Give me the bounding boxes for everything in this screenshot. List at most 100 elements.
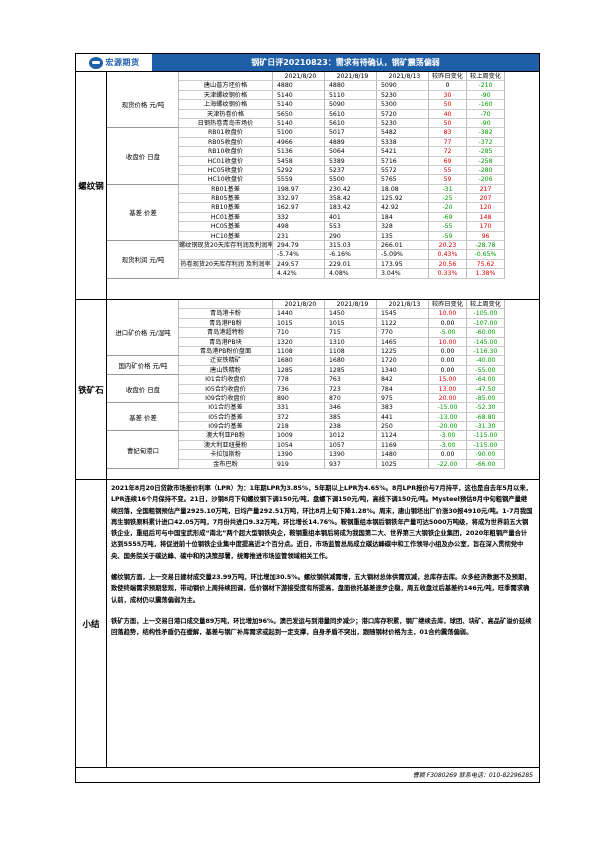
value-cell: 5237 [325,165,377,176]
value-cell: 4.08% [325,269,377,279]
change-cell: -25 [429,194,467,204]
ore-table: 2021/8/20 2021/8/19 2021/8/13 较昨日变化 较上周变化 青岛港… [107,300,539,470]
change-cell: -116.30 [467,346,505,357]
value-cell: 125.92 [377,194,429,204]
row-name: I09合约基差 [179,422,273,432]
value-cell: 173.95 [377,259,429,270]
report-title: 钢矿日评20210823：需求有待确认，钢矿震荡偏弱 [152,54,539,71]
table-row: 唐山普方坯价格 4880 4880 5090 0 -210 [107,81,539,91]
section-divider [76,299,539,300]
change-cell: -90 [467,90,505,101]
change-cell: -31 [429,184,467,195]
value-cell: 5720 [377,109,429,119]
value-cell: 784 [377,384,429,394]
rebar-table: 2021/8/20 2021/8/19 2021/8/13 较昨日变化 较上周变化 唐山普… [107,72,539,279]
value-cell: 1680 [325,356,377,366]
row-name: 螺纹钢现货20天库存利润及利润率 [179,241,273,251]
table-row: 螺纹钢现货20天库存利润及利润率 294.79 315.03 266.01 20.23-… [107,241,539,251]
category-cell [107,231,179,242]
change-cell: 50 [429,100,467,110]
row-name: 金布巴粉 [179,459,273,470]
category-cell [107,412,179,423]
category-cell [107,241,179,251]
change-cell: 50 [429,118,467,129]
table-row: I05合约收盘价 736 723 784 13.00 -47.50 [107,384,539,394]
value-cell: 975 [377,393,429,404]
change-cell: 148 [467,212,505,223]
category-cell [107,318,179,329]
value-cell: 5300 [377,100,429,110]
change-cell: 59 [429,175,467,185]
value-cell: 4880 [273,81,325,91]
value-cell: 5230 [377,118,429,129]
change-cell: 72 [429,147,467,157]
row-name: 澳大利亚纽曼粉 [179,440,273,451]
table-row: 澳大利亚纽曼粉 1054 1057 1169 -3.00 -115.00 [107,440,539,451]
value-cell: 294.79 [273,241,325,251]
change-cell: 83 [429,128,467,138]
row-name: 青岛港卡粉 [179,309,273,319]
value-cell: 346 [325,403,377,413]
change-cell: -3.00 [429,440,467,451]
change-cell: 0.33% [429,269,467,279]
row-name: 日钢热卷青岛市场价 [179,118,273,129]
header-blank [107,300,179,310]
category-cell [107,422,179,432]
value-cell: 736 [273,384,325,394]
category-cell [107,365,179,376]
category-cell [107,450,179,460]
value-cell: 5610 [325,109,377,119]
table-row: I01合约基差 331 346 383 -15.00 -52.30 [107,403,539,413]
column-header: 较上周变化 [467,300,505,310]
category-label: 现货利润 元/吨 [121,256,165,265]
change-cell: 40 [429,109,467,119]
value-cell: 42.92 [377,203,429,213]
category-cell [107,212,179,223]
header-blank [179,300,273,310]
change-cell: 15.00 [429,375,467,385]
category-cell [107,250,179,260]
change-cell: -52.30 [467,403,505,413]
row-name: RB10收盘价 [179,147,273,157]
change-cell: -285 [467,147,505,157]
change-cell: -47.50 [467,384,505,394]
change-cell: 13.00 [429,384,467,394]
table-header-row: 2021/8/20 2021/8/19 2021/8/13 较昨日变化 较上周变化 [107,72,539,82]
category-cell [107,194,179,204]
change-cell: 96 [467,231,505,242]
table-row: HC05收盘价 5292 5237 5572 55 -280 [107,165,539,176]
value-cell: -5.74% [273,250,325,260]
change-cell: -55.00 [467,365,505,376]
table-row: HC10收盘价 5559 5500 5765 59 -206 [107,175,539,185]
change-cell: -105.00 [467,309,505,319]
change-cell: -68.80 [467,412,505,423]
rebar-section: 螺纹钢 2021/8/20 2021/8/19 2021/8/13 较昨日变化 较上周变… [76,72,539,299]
category-label: 曹妃甸港口 [127,446,159,455]
column-header: 2021/8/19 [325,300,377,310]
change-cell: 0.00 [429,346,467,357]
category-label: 基差 价差 [129,413,157,422]
value-cell: 1390 [273,450,325,460]
value-cell: 1012 [325,431,377,441]
value-cell: 1015 [325,318,377,329]
table-row: RB05基差 332.97 358.42 125.92 -25 207 [107,194,539,204]
value-cell: 1285 [273,365,325,376]
value-cell: 266.01 [377,241,429,251]
value-cell: 1108 [325,346,377,357]
row-name: HC05基差 [179,222,273,232]
value-cell: 1015 [273,318,325,329]
category-cell [107,346,179,357]
table-row: -5.74% -6.16% -5.09% 0.43% -0.65% [107,250,539,260]
company-logo: 宏源期货 [76,54,152,71]
value-cell: 1480 [377,450,429,460]
change-cell: -15.00 [429,403,467,413]
value-cell: 1545 [377,309,429,319]
category-label: 现货价格 元/吨 [121,101,165,110]
category-cell [107,81,179,91]
row-name: I01合约收盘价 [179,375,273,385]
value-cell: 5090 [377,81,429,91]
value-cell: 5389 [325,156,377,166]
value-cell: 328 [377,222,429,232]
change-cell: 0.00 [429,356,467,366]
category-cell [107,222,179,232]
